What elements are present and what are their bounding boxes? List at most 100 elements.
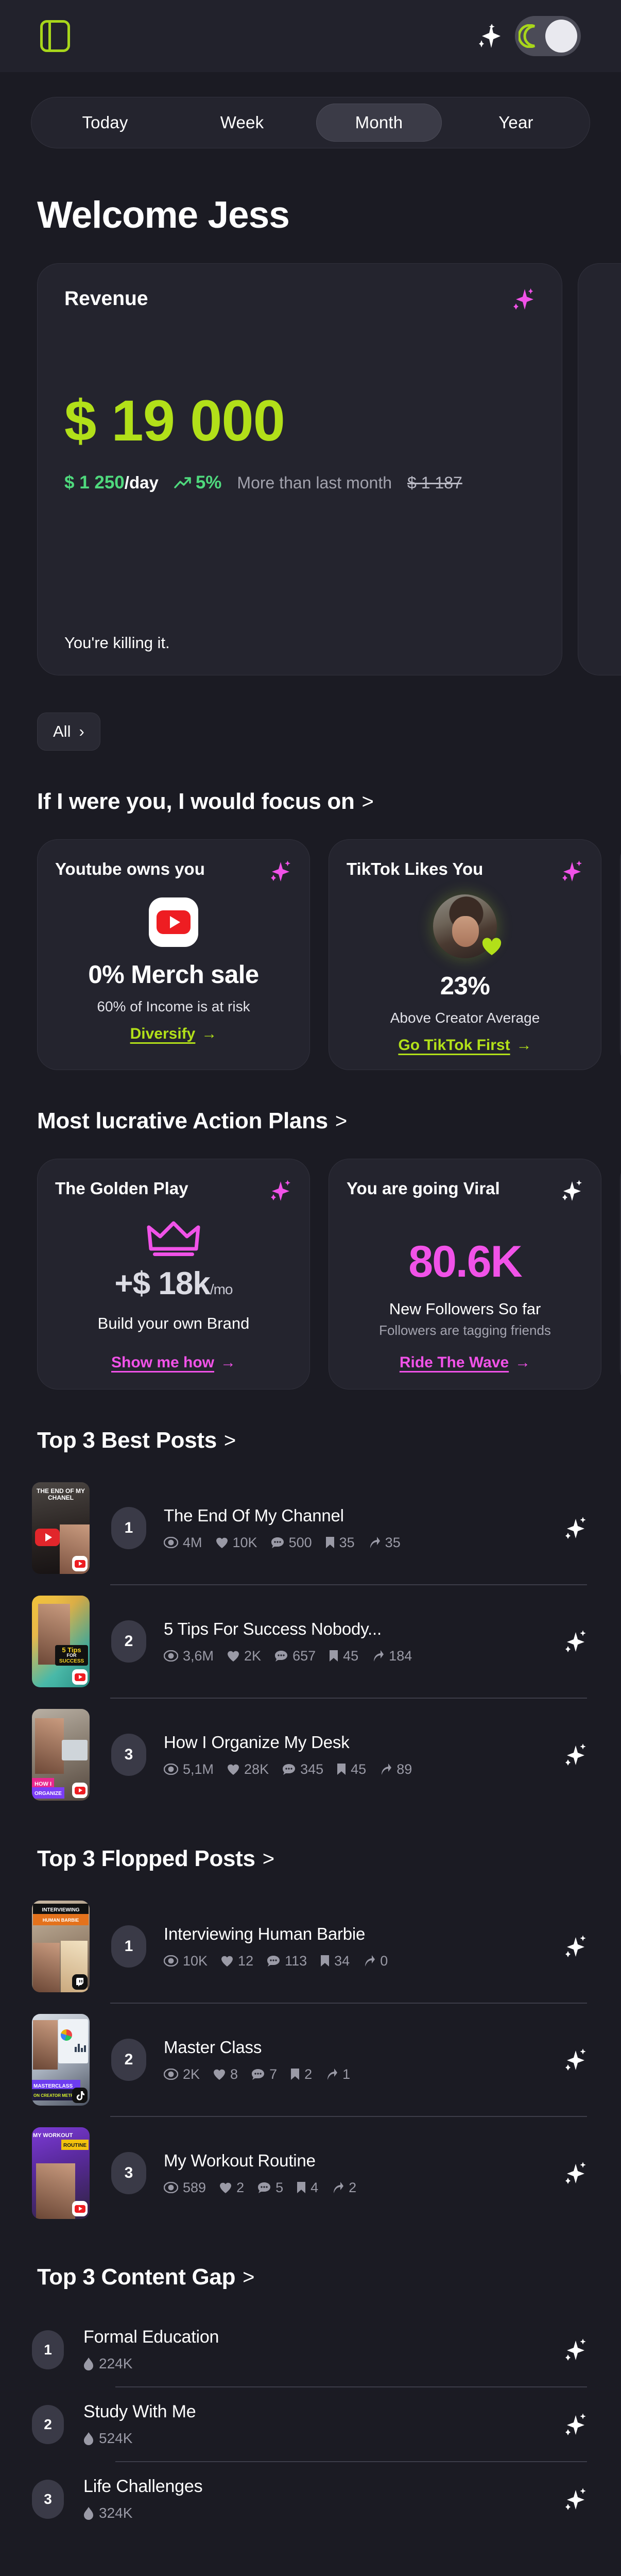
sparkle-icon[interactable] xyxy=(270,859,292,883)
sparkle-icon[interactable] xyxy=(564,2337,587,2362)
flopped-posts-section-title[interactable]: Top 3 Flopped Posts > xyxy=(0,1808,621,1872)
revenue-card-next[interactable] xyxy=(578,263,621,675)
list-item[interactable]: 1 Formal Education 224K xyxy=(32,2318,587,2381)
youtube-icon xyxy=(74,2205,85,2213)
action-plan-card-golden-play[interactable]: The Golden Play +$ 18k/mo Build your own… xyxy=(37,1159,310,1389)
post-thumbnail[interactable]: HOW I ORGANIZE xyxy=(32,1709,90,1801)
thumbnail-label-2: ORGANIZE xyxy=(32,1787,64,1799)
sparkle-icon[interactable] xyxy=(270,1179,292,1202)
heart-icon xyxy=(482,938,502,955)
focus-section-title[interactable]: If I were you, I would focus on > xyxy=(0,751,621,815)
table-row[interactable]: THE END OF MY CHANEL 1 The End Of My Cha… xyxy=(32,1475,587,1581)
share-icon xyxy=(327,2069,338,2080)
focus-card-youtube[interactable]: Youtube owns you 0% Merch sale 60% of In… xyxy=(37,839,310,1070)
play-icon xyxy=(78,1562,82,1566)
sparkle-icon[interactable] xyxy=(564,1629,587,1654)
ride-the-wave-link[interactable]: Ride The Wave → xyxy=(400,1354,530,1371)
post-thumbnail[interactable]: MY WORKOUT ROUTINE xyxy=(32,2127,90,2219)
sparkle-icon[interactable] xyxy=(562,859,583,883)
sparkle-icon[interactable] xyxy=(564,1742,587,1767)
thumbnail-subject-a xyxy=(33,1943,60,1992)
platform-badge-twitch xyxy=(72,1974,88,1990)
focus-card-tiktok[interactable]: TikTok Likes You 23% Above Creator Avera… xyxy=(329,839,601,1070)
dark-mode-toggle[interactable] xyxy=(515,16,581,56)
tab-week[interactable]: Week xyxy=(220,113,264,132)
youtube-icon xyxy=(149,897,198,947)
platform-badge-youtube xyxy=(72,1669,88,1685)
thumbnail-label-2: ON CREATOR METR xyxy=(32,2089,84,2100)
tiktok-icon xyxy=(76,2091,84,2100)
thumbnail-laptop xyxy=(62,1740,88,1760)
show-me-how-link[interactable]: Show me how → xyxy=(111,1354,236,1371)
diversify-link[interactable]: Diversify → xyxy=(130,1025,217,1043)
sparkle-icon[interactable] xyxy=(562,1179,583,1202)
comment-icon xyxy=(258,2182,271,2193)
list-item[interactable]: 3 Life Challenges 324K xyxy=(32,2467,587,2531)
table-row[interactable]: HOW I ORGANIZE 3 How I Organize My Desk … xyxy=(32,1702,587,1808)
stat-shares: 184 xyxy=(372,1648,412,1664)
table-row[interactable]: INTERVIEWING HUMAN BARBIE 1 Interviewing… xyxy=(32,1893,587,1999)
tab-year[interactable]: Year xyxy=(498,113,533,132)
tab-month[interactable]: Month xyxy=(316,104,442,142)
post-thumbnail[interactable]: 5 Tips FOR SUCCESS xyxy=(32,1596,90,1687)
thumbnail-label-2: ROUTINE xyxy=(61,2140,89,2150)
focus-card-header: TikTok Likes You xyxy=(347,859,583,883)
bookmark-icon xyxy=(291,2069,300,2080)
go-tiktok-first-link[interactable]: Go TikTok First → xyxy=(398,1037,531,1054)
stat-likes-value: 8 xyxy=(230,2066,238,2082)
revenue-carousel[interactable]: Revenue $ 19 000 $ 1 250/day 5% xyxy=(0,236,621,675)
top-bar-actions xyxy=(478,16,581,56)
post-body: Interviewing Human Barbie 10K 12 113 xyxy=(164,1924,554,1969)
post-thumbnail[interactable]: THE END OF MY CHANEL xyxy=(32,1482,90,1574)
revenue-per-day-value: $ 1 250 xyxy=(64,472,125,493)
toggle-knob xyxy=(545,20,577,53)
revenue-card[interactable]: Revenue $ 19 000 $ 1 250/day 5% xyxy=(37,263,562,675)
sparkle-icon[interactable] xyxy=(478,23,502,49)
tab-today[interactable]: Today xyxy=(82,113,128,132)
best-posts-section-title[interactable]: Top 3 Best Posts > xyxy=(0,1389,621,1453)
stat-saves: 34 xyxy=(320,1953,350,1969)
list-item[interactable]: 2 Study With Me 524K xyxy=(32,2393,587,2456)
action-plans-carousel[interactable]: The Golden Play +$ 18k/mo Build your own… xyxy=(0,1134,621,1389)
focus-card-cta-label: Diversify xyxy=(130,1025,196,1042)
action-plan-card-going-viral[interactable]: You are going Viral 80.6K New Followers … xyxy=(329,1159,601,1389)
stat-likes: 28K xyxy=(227,1761,269,1777)
sparkle-icon[interactable] xyxy=(513,287,535,311)
period-selector-wrap: Today Week Month Year xyxy=(0,72,621,148)
action-plan-amount: 80.6K xyxy=(408,1237,522,1286)
sparkle-icon[interactable] xyxy=(564,2487,587,2512)
chevron-right-icon: > xyxy=(243,2265,255,2289)
sparkle-icon[interactable] xyxy=(564,1516,587,1540)
stat-likes-value: 2K xyxy=(244,1648,262,1664)
focus-card-subtitle: Above Creator Average xyxy=(390,1010,540,1026)
page-title: Welcome Jess xyxy=(37,194,290,236)
flame-icon xyxy=(84,2358,93,2370)
sparkle-icon[interactable] xyxy=(564,2412,587,2437)
sparkle-icon[interactable] xyxy=(564,2161,587,2185)
list-divider xyxy=(110,2003,587,2004)
revenue-stats: $ 1 250/day 5% More than last month $ 1 … xyxy=(64,472,535,493)
post-thumbnail[interactable]: MASTERCLASS ON CREATOR METR xyxy=(32,2014,90,2106)
revenue-delta-note: More than last month xyxy=(237,473,392,492)
stat-views: 4M xyxy=(164,1535,202,1551)
table-row[interactable]: MASTERCLASS ON CREATOR METR 2 Master Cla… xyxy=(32,2007,587,2113)
filter-all-button[interactable]: All › xyxy=(37,713,100,751)
table-row[interactable]: MY WORKOUT ROUTINE 3 My Workout Routine … xyxy=(32,2120,587,2226)
stat-views: 5,1M xyxy=(164,1761,214,1777)
post-title: How I Organize My Desk xyxy=(164,1732,350,1752)
table-row[interactable]: 5 Tips FOR SUCCESS 2 5 Tips For Success … xyxy=(32,1588,587,1694)
comment-icon xyxy=(275,1650,288,1662)
focus-carousel[interactable]: Youtube owns you 0% Merch sale 60% of In… xyxy=(0,815,621,1070)
stat-saves: 45 xyxy=(329,1648,358,1664)
stat-likes: 10K xyxy=(216,1535,257,1551)
content-gap-section-title[interactable]: Top 3 Content Gap > xyxy=(0,2226,621,2290)
post-thumbnail[interactable]: INTERVIEWING HUMAN BARBIE xyxy=(32,1901,90,1992)
gap-rank: 2 xyxy=(32,2404,64,2444)
action-plans-section-title[interactable]: Most lucrative Action Plans > xyxy=(0,1070,621,1134)
sparkle-icon[interactable] xyxy=(564,2047,587,2072)
sidebar-toggle-icon[interactable] xyxy=(40,20,70,52)
sparkle-icon[interactable] xyxy=(564,1934,587,1959)
stat-comments: 5 xyxy=(257,2180,283,2196)
stat-shares: 89 xyxy=(380,1761,412,1777)
action-plan-header: You are going Viral xyxy=(347,1179,583,1202)
